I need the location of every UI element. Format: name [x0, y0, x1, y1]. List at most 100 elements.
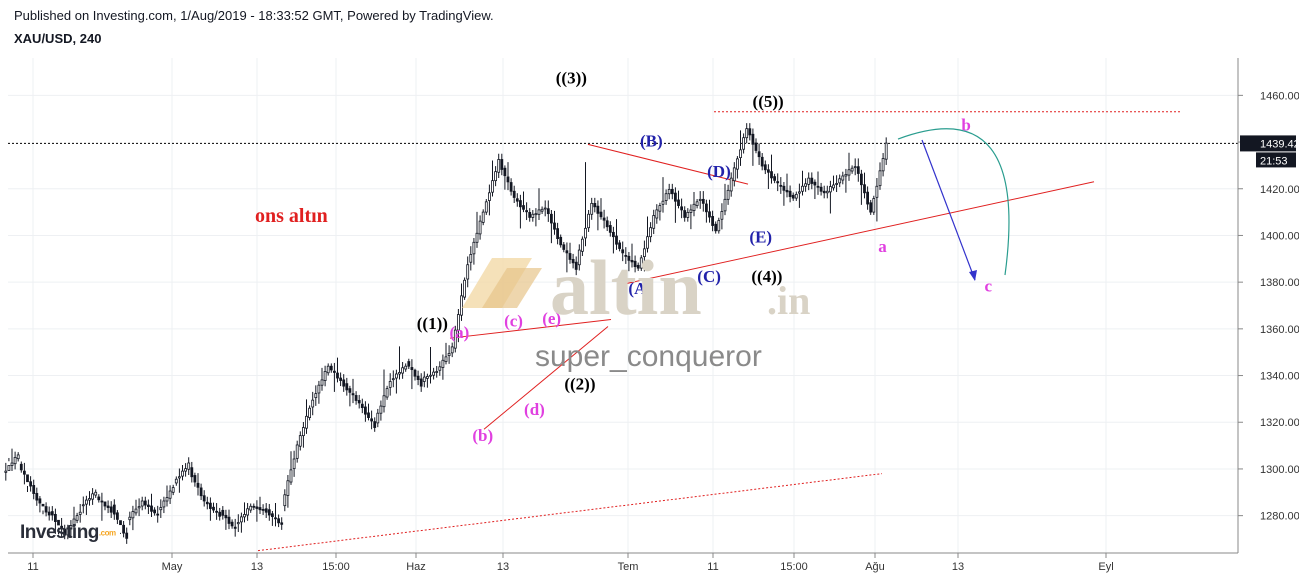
candle-body: [153, 509, 157, 514]
candle-body: [246, 508, 250, 516]
candle-body: [512, 190, 516, 198]
axes: 1280.00 1300.00 1320.00 1340.00 1360.00 1380.…: [8, 58, 1299, 573]
candle-body: [593, 202, 597, 208]
candle-body: [184, 468, 188, 472]
wave-label: c: [985, 276, 993, 295]
candle-body: [478, 220, 482, 235]
candle-body: [785, 189, 789, 193]
candle-body: [456, 314, 460, 331]
trend-line: [483, 326, 609, 430]
candle-body: [543, 207, 547, 210]
candle-body: [615, 235, 618, 245]
candle-body: [407, 361, 411, 367]
candle-body: [723, 198, 727, 212]
x-tick-label: 11: [707, 561, 718, 573]
candle-body: [202, 495, 206, 502]
candle-body: [574, 261, 578, 270]
symbol-line: XAU/USD, 240: [14, 31, 102, 46]
candle-body: [196, 482, 200, 488]
candle-body: [664, 193, 668, 201]
candle-body: [357, 400, 361, 404]
candle-body: [280, 522, 284, 525]
candle-body: [590, 202, 594, 215]
candle-body: [286, 480, 290, 496]
candle-body: [742, 137, 745, 150]
candle-body: [394, 373, 398, 379]
candle-body: [41, 503, 45, 507]
candle-body: [305, 415, 308, 429]
candle-body: [515, 198, 519, 202]
candle-body: [658, 205, 662, 212]
candle-body: [881, 158, 885, 172]
candle-body: [97, 496, 101, 501]
candle-body: [382, 395, 386, 408]
candle-body: [810, 177, 814, 184]
candle-body: [748, 128, 752, 136]
candle-body: [872, 198, 876, 213]
wave-label: (c): [504, 312, 523, 331]
candles: [4, 123, 888, 544]
candle-body: [714, 223, 718, 232]
candle-body: [128, 516, 132, 521]
candle-body: [57, 519, 60, 526]
candle-body: [401, 367, 405, 374]
candle-body: [739, 149, 742, 159]
candle-body: [624, 254, 628, 257]
y-tick-label: 1400.00: [1260, 230, 1299, 242]
candle-body: [804, 183, 807, 187]
candle-body: [326, 365, 330, 374]
candle-body: [125, 532, 129, 539]
candle-body: [342, 379, 346, 387]
candle-body: [649, 227, 652, 238]
candle-body: [652, 215, 656, 229]
candle-body: [519, 200, 522, 208]
wave-label: (D): [707, 162, 731, 181]
candle-body: [398, 372, 401, 375]
candle-body: [577, 249, 581, 266]
candle-body: [140, 500, 144, 507]
candle-body: [447, 353, 451, 357]
candle-body: [705, 203, 708, 213]
candle-body: [255, 506, 259, 509]
candle-body: [438, 366, 442, 371]
candle-body: [100, 500, 104, 503]
countdown-label: 21:53: [1260, 155, 1288, 167]
candle-body: [835, 183, 838, 185]
countdown-badge: [1256, 152, 1296, 168]
trend-line: [257, 473, 883, 552]
x-tick-label: Eyl: [1098, 561, 1113, 573]
annotation-title: ons altın: [255, 205, 328, 227]
candle-body: [472, 241, 476, 255]
candle-body: [239, 516, 243, 523]
candle-body: [798, 191, 801, 194]
candle-body: [608, 225, 612, 233]
candle-body: [336, 372, 339, 379]
candle-body: [301, 427, 305, 437]
y-tick-label: 1420.00: [1260, 184, 1299, 196]
candle-body: [636, 264, 640, 269]
candle-body: [559, 236, 563, 246]
candle-body: [729, 177, 733, 192]
candle-body: [829, 186, 832, 193]
candle-body: [162, 500, 166, 508]
candle-body: [522, 205, 525, 210]
candle-body: [72, 518, 76, 527]
grid: [8, 58, 1238, 553]
logo-text: Investing: [20, 522, 99, 543]
candle-body: [66, 528, 70, 536]
candle-body: [773, 176, 776, 181]
candle-body: [32, 485, 36, 494]
candle-body: [875, 185, 879, 198]
candle-body: [720, 211, 724, 220]
candle-body: [726, 189, 730, 200]
candle-body: [677, 199, 680, 206]
candle-body: [88, 498, 91, 501]
candle-body: [410, 367, 414, 371]
candle-body: [841, 175, 845, 181]
x-tick-label: May: [162, 561, 183, 573]
candle-body: [236, 522, 240, 525]
candle-body: [581, 238, 584, 252]
y-tick-label: 1380.00: [1260, 277, 1299, 289]
y-tick-label: 1360.00: [1260, 324, 1299, 336]
